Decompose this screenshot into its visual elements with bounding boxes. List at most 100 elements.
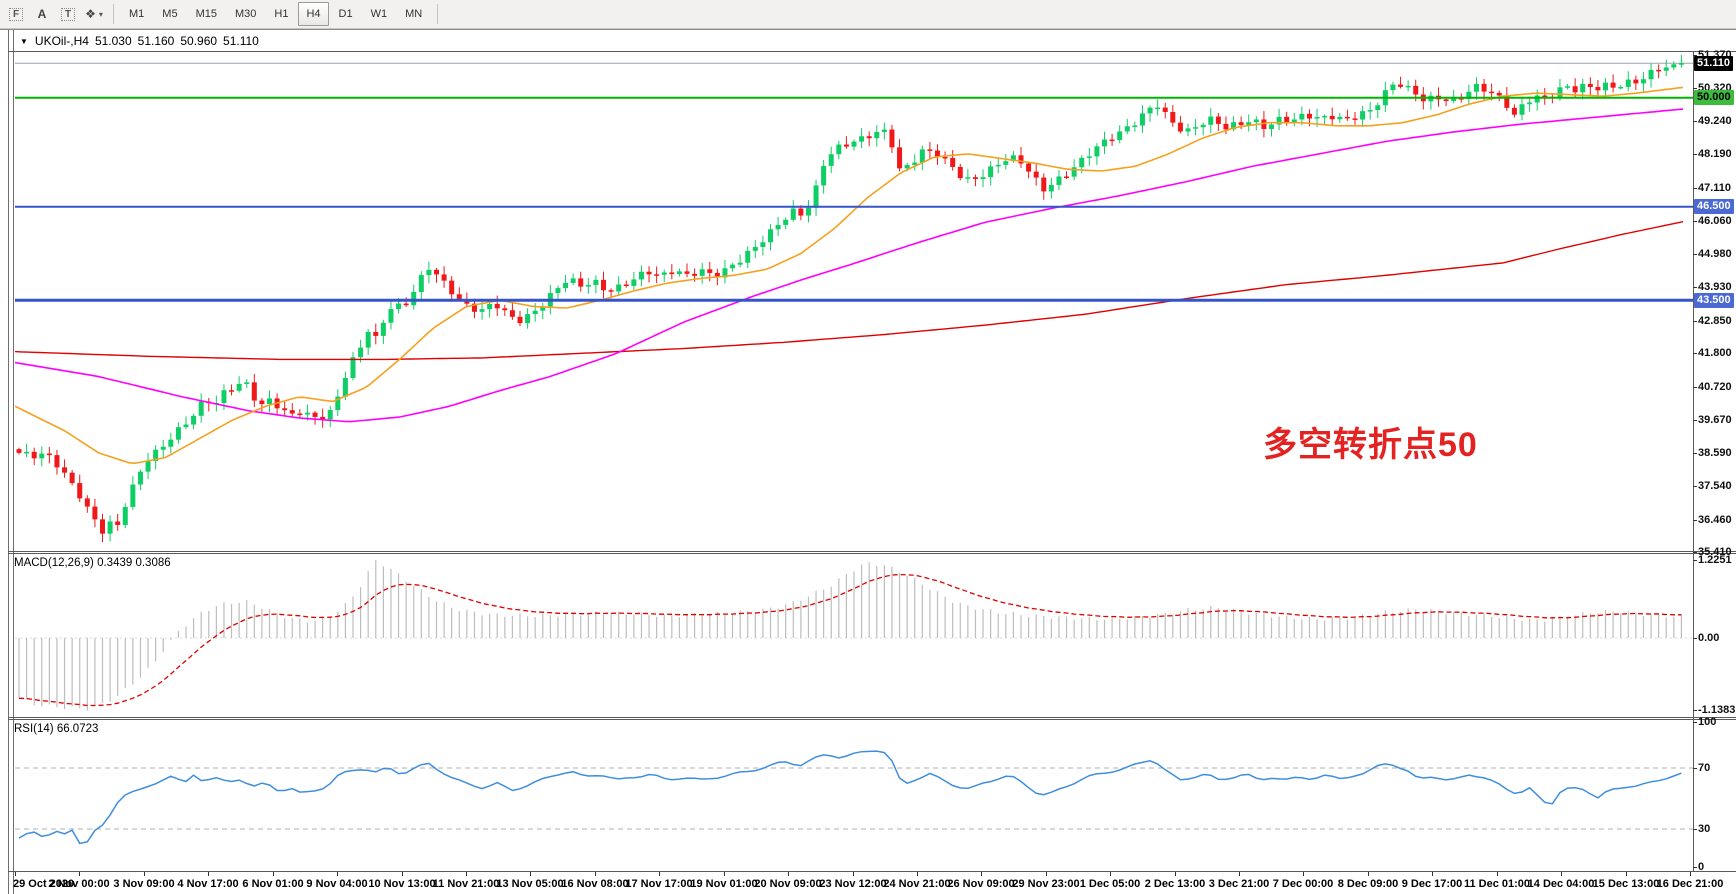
macd-label: MACD(12,26,9) 0.3439 0.3086 bbox=[14, 557, 171, 569]
quote-open: 51.030 bbox=[94, 34, 132, 48]
time-axis-label: 29 Nov 23:00 bbox=[1012, 878, 1080, 890]
rsi-pane-top-border bbox=[8, 719, 1736, 720]
time-axis-label: 13 Nov 05:00 bbox=[496, 878, 564, 890]
timeframe-button-m5[interactable]: M5 bbox=[162, 8, 178, 20]
time-axis-label: 11 Dec 01:00 bbox=[1463, 878, 1531, 890]
chart-window: ▼ UKOil-,H4 51.030 51.160 50.960 51.110 … bbox=[0, 29, 1736, 894]
rsi-scale-label: 70 bbox=[1698, 762, 1711, 774]
rsi-scale-label-tick bbox=[1693, 722, 1697, 723]
time-axis-label: 2 Dec 13:00 bbox=[1144, 878, 1206, 890]
time-axis-tick bbox=[402, 872, 403, 876]
time-axis-label: 2 Nov 00:00 bbox=[48, 878, 110, 890]
main-chart-canvas[interactable] bbox=[15, 52, 1693, 551]
timeframe-button-mn[interactable]: MN bbox=[405, 8, 423, 20]
timeframe-button-m30[interactable]: M30 bbox=[234, 8, 257, 20]
dropdown-caret-icon: ▾ bbox=[98, 9, 103, 19]
price-axis-label-tick bbox=[1693, 321, 1697, 322]
timeframe-button-d1[interactable]: D1 bbox=[338, 8, 353, 20]
price-axis-label: 49.240 bbox=[1698, 115, 1732, 127]
time-axis-label: 3 Dec 21:00 bbox=[1208, 878, 1270, 890]
hline-badge-46.500: 46.500 bbox=[1694, 199, 1734, 214]
chart-window-left-border bbox=[8, 30, 14, 894]
f-grid-icon: F bbox=[8, 7, 24, 21]
macd-scale-label-tick bbox=[1693, 710, 1697, 711]
time-axis-tick bbox=[1626, 872, 1627, 876]
time-axis-label: 11 Nov 21:00 bbox=[432, 878, 500, 890]
text-a-icon: A bbox=[37, 7, 47, 21]
macd-scale-label-tick bbox=[1693, 560, 1697, 561]
time-axis-tick bbox=[208, 872, 209, 876]
price-axis-label-tick bbox=[1693, 55, 1697, 56]
quote-high: 51.160 bbox=[137, 34, 175, 48]
price-axis-label: 41.800 bbox=[1698, 347, 1732, 359]
time-axis-label: 29 Oct 2020 bbox=[13, 878, 75, 890]
time-axis-label: 16 Nov 08:00 bbox=[561, 878, 629, 890]
time-axis-tick bbox=[1497, 872, 1498, 876]
price-axis-label: 47.110 bbox=[1698, 182, 1732, 194]
time-axis-tick bbox=[724, 872, 725, 876]
quote-close: 51.110 bbox=[223, 34, 259, 48]
macd-scale-label-tick bbox=[1693, 638, 1697, 639]
timeframe-button-m1[interactable]: M1 bbox=[129, 8, 145, 20]
time-axis-tick bbox=[1690, 872, 1691, 876]
quote-separator bbox=[8, 51, 1736, 52]
macd-scale-label: -1.1383 bbox=[1698, 704, 1736, 716]
rsi-label: RSI(14) 66.0723 bbox=[14, 723, 99, 735]
price-axis-label-tick bbox=[1693, 88, 1697, 89]
timeframe-button-h1[interactable]: H1 bbox=[274, 8, 289, 20]
price-axis-label: 38.590 bbox=[1698, 447, 1732, 459]
price-axis-label-tick bbox=[1693, 486, 1697, 487]
price-axis-label-tick bbox=[1693, 387, 1697, 388]
rsi-scale-label-tick bbox=[1693, 867, 1697, 868]
time-axis-tick bbox=[1368, 872, 1369, 876]
time-axis-label: 4 Nov 17:00 bbox=[177, 878, 239, 890]
price-axis-label: 43.930 bbox=[1698, 281, 1732, 293]
time-axis-tick bbox=[1239, 872, 1240, 876]
time-axis-label: 17 Nov 17:00 bbox=[625, 878, 693, 890]
text-label-tool-button[interactable]: T bbox=[56, 3, 80, 25]
time-axis-label: 9 Dec 17:00 bbox=[1401, 878, 1463, 890]
time-axis-label: 9 Nov 04:00 bbox=[306, 878, 368, 890]
time-axis-tick bbox=[853, 872, 854, 876]
time-axis-tick bbox=[15, 872, 16, 876]
time-axis-tick bbox=[595, 872, 596, 876]
price-axis-label-tick bbox=[1693, 353, 1697, 354]
price-axis-label: 40.720 bbox=[1698, 381, 1732, 393]
toolbar-separator bbox=[113, 4, 114, 24]
macd-canvas[interactable] bbox=[15, 554, 1693, 717]
rsi-canvas[interactable] bbox=[15, 720, 1693, 871]
timeframe-button-h4[interactable]: H4 bbox=[298, 2, 329, 26]
shapes-tool-button[interactable]: ❖ ▾ bbox=[82, 3, 106, 25]
time-axis-label: 19 Nov 01:00 bbox=[690, 878, 758, 890]
time-axis-tick bbox=[144, 872, 145, 876]
time-axis-label: 8 Dec 09:00 bbox=[1337, 878, 1399, 890]
hline-badge-50.000: 50.000 bbox=[1694, 90, 1734, 105]
time-axis-label: 16 Dec 21:00 bbox=[1656, 878, 1724, 890]
timeframe-button-m15[interactable]: M15 bbox=[195, 8, 217, 20]
macd-rsi-separator bbox=[8, 717, 1736, 718]
f-grid-tool-button[interactable]: F bbox=[4, 3, 28, 25]
timeframe-bar: M1 M5 M15 M30 H1 H4 D1 W1 MN bbox=[120, 2, 431, 26]
time-axis-tick bbox=[1110, 872, 1111, 876]
price-axis-label-tick bbox=[1693, 188, 1697, 189]
chart-annotation-text[interactable]: 多空转折点50 bbox=[1263, 426, 1478, 464]
price-axis-label: 44.980 bbox=[1698, 248, 1732, 260]
price-axis-label-tick bbox=[1693, 254, 1697, 255]
time-axis-tick bbox=[79, 872, 80, 876]
time-axis-label: 7 Dec 00:00 bbox=[1272, 878, 1334, 890]
timeframe-button-w1[interactable]: W1 bbox=[370, 8, 388, 20]
time-axis-label: 24 Nov 21:00 bbox=[883, 878, 951, 890]
price-axis-label-tick bbox=[1693, 453, 1697, 454]
time-axis-label: 14 Dec 04:00 bbox=[1527, 878, 1595, 890]
symbol-dropdown-icon[interactable]: ▼ bbox=[20, 36, 28, 46]
price-axis-label-tick bbox=[1693, 221, 1697, 222]
price-axis-label: 37.540 bbox=[1698, 480, 1732, 492]
toolbar: F A T ❖ ▾ M1 M5 M15 M30 H1 H4 D1 W1 MN bbox=[0, 0, 1736, 29]
text-a-tool-button[interactable]: A bbox=[30, 3, 54, 25]
time-axis-label: 23 Nov 12:00 bbox=[819, 878, 887, 890]
price-axis-label-tick bbox=[1693, 154, 1697, 155]
rsi-bottom-border bbox=[8, 871, 1736, 872]
rsi-scale-label: 100 bbox=[1698, 716, 1717, 728]
quote-strip[interactable]: ▼ UKOil-,H4 51.030 51.160 50.960 51.110 bbox=[14, 32, 265, 50]
